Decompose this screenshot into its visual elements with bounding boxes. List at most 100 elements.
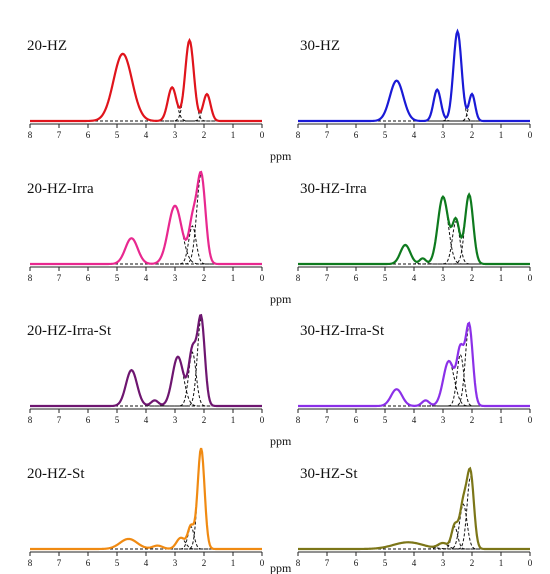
component-peak	[298, 93, 530, 122]
panel-title: 20-HZ-Irra	[27, 181, 94, 197]
panel-title: 20-HZ-St	[27, 466, 85, 482]
x-tick-label: 8	[296, 130, 301, 140]
x-tick-label: 7	[57, 415, 62, 425]
panel-title: 30-HZ	[300, 38, 340, 54]
component-peak	[298, 221, 530, 265]
panel-title: 30-HZ-Irra-St	[300, 323, 385, 339]
x-tick-label: 6	[354, 415, 359, 425]
x-tick-label: 6	[86, 273, 91, 283]
x-tick-label: 7	[325, 273, 330, 283]
ppm-axis-label: ppm	[270, 561, 292, 574]
component-peak	[298, 80, 530, 122]
x-tick-label: 8	[28, 415, 33, 425]
envelope-curve	[30, 37, 262, 123]
nmr-panel: 8 7 6 5 4 3 2 1 0 30-HZ-Irra-St	[296, 321, 533, 425]
component-peak	[30, 86, 262, 122]
x-tick-label: 7	[325, 130, 330, 140]
nmr-panel: 8 7 6 5 4 3 2 1 0 20-HZ-Irra	[27, 170, 265, 283]
component-peak	[30, 369, 262, 407]
component-peak	[298, 196, 530, 265]
component-peak	[30, 448, 262, 550]
component-peak	[30, 173, 262, 265]
nmr-panel: 8 7 6 5 4 3 2 1 0 30-HZ	[296, 28, 533, 140]
x-tick-label: 8	[296, 273, 301, 283]
x-tick-label: 0	[260, 273, 265, 283]
x-tick-label: 1	[499, 558, 504, 568]
x-tick-label: 5	[383, 130, 388, 140]
x-tick-label: 4	[412, 558, 417, 568]
x-tick-label: 7	[325, 558, 330, 568]
x-tick-label: 8	[296, 558, 301, 568]
component-peak	[298, 525, 530, 550]
x-tick-label: 4	[144, 415, 149, 425]
x-tick-label: 7	[57, 558, 62, 568]
component-peak	[30, 225, 262, 265]
x-tick-label: 1	[499, 273, 504, 283]
x-tick-label: 4	[412, 130, 417, 140]
x-tick-label: 5	[383, 558, 388, 568]
component-peak	[30, 205, 262, 265]
nmr-panel: 8 7 6 5 4 3 2 1 0 20-HZ-Irra-St	[27, 313, 265, 425]
x-tick-label: 8	[296, 415, 301, 425]
component-peak	[30, 351, 262, 407]
nmr-panel: 8 7 6 5 4 3 2 1 0 30-HZ-Irra	[296, 181, 533, 283]
x-tick-label: 2	[470, 558, 475, 568]
x-tick-label: 0	[260, 558, 265, 568]
component-peak	[30, 237, 262, 265]
x-tick-label: 6	[86, 558, 91, 568]
x-tick-label: 3	[441, 273, 446, 283]
x-tick-label: 1	[231, 558, 236, 568]
x-tick-label: 2	[202, 558, 207, 568]
x-tick-label: 1	[231, 273, 236, 283]
component-peak	[30, 356, 262, 407]
panel-title: 20-HZ-Irra-St	[27, 323, 112, 339]
x-tick-label: 8	[28, 130, 33, 140]
panel-title: 20-HZ	[27, 38, 67, 54]
x-tick-label: 3	[173, 558, 178, 568]
ppm-axis-label: ppm	[270, 149, 292, 163]
x-tick-label: 5	[115, 273, 120, 283]
x-tick-label: 4	[412, 273, 417, 283]
x-tick-label: 0	[528, 130, 533, 140]
envelope-curve	[30, 447, 262, 551]
x-tick-label: 2	[202, 130, 207, 140]
x-tick-label: 2	[202, 415, 207, 425]
x-tick-label: 6	[354, 558, 359, 568]
x-tick-label: 5	[115, 130, 120, 140]
nmr-panel: 8 7 6 5 4 3 2 1 0 30-HZ-St	[296, 466, 533, 568]
x-tick-label: 0	[528, 558, 533, 568]
x-tick-label: 5	[115, 415, 120, 425]
x-tick-label: 0	[528, 415, 533, 425]
x-tick-label: 2	[470, 130, 475, 140]
nmr-panel: 8 7 6 5 4 3 2 1 0 20-HZ	[27, 37, 265, 140]
envelope-curve	[298, 28, 530, 123]
x-tick-label: 3	[441, 415, 446, 425]
x-tick-label: 3	[441, 130, 446, 140]
panel-title: 30-HZ-St	[300, 466, 358, 482]
component-peak	[298, 476, 530, 550]
component-peak	[298, 88, 530, 122]
x-tick-label: 6	[354, 130, 359, 140]
ppm-axis-label: ppm	[270, 292, 292, 306]
envelope-curve	[298, 466, 530, 551]
component-peak	[298, 360, 530, 407]
x-tick-label: 6	[86, 130, 91, 140]
component-peak	[298, 353, 530, 407]
x-tick-label: 1	[231, 415, 236, 425]
x-tick-label: 1	[499, 415, 504, 425]
x-tick-label: 6	[354, 273, 359, 283]
envelope-curve	[30, 313, 262, 408]
x-tick-label: 0	[260, 415, 265, 425]
x-tick-label: 4	[144, 558, 149, 568]
x-tick-label: 7	[57, 130, 62, 140]
envelope-curve	[30, 170, 262, 266]
x-tick-label: 0	[260, 130, 265, 140]
x-tick-label: 7	[325, 415, 330, 425]
nmr-panel: 8 7 6 5 4 3 2 1 0 20-HZ-St	[27, 447, 265, 568]
component-peak	[30, 53, 262, 122]
envelope-curve	[298, 321, 530, 408]
x-tick-label: 5	[383, 273, 388, 283]
x-tick-label: 4	[412, 415, 417, 425]
x-tick-label: 6	[86, 415, 91, 425]
